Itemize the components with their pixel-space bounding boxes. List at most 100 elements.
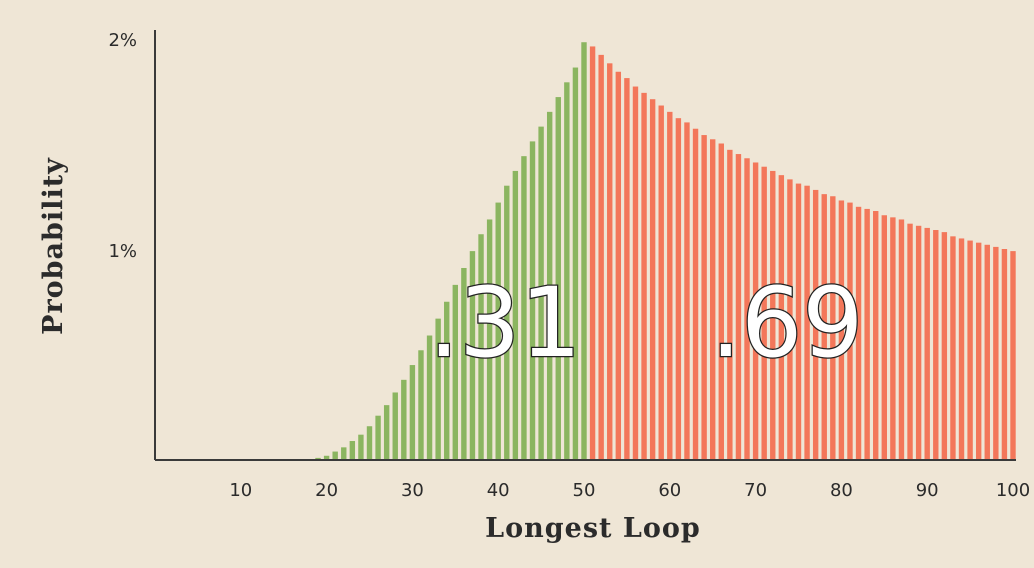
bar-62	[684, 122, 690, 461]
bar-94	[958, 238, 965, 460]
bar-84	[873, 211, 879, 460]
bar-24	[358, 434, 364, 460]
bar-53	[607, 63, 613, 460]
x-tick-label: 20	[315, 480, 338, 501]
bar-95	[967, 240, 973, 460]
bar-50	[581, 42, 587, 460]
axes-group	[154, 30, 1016, 461]
bar-81	[847, 202, 853, 460]
x-axis-label: Longest Loop	[485, 513, 701, 544]
bar-86	[890, 217, 896, 460]
bar-85	[881, 215, 887, 460]
x-tick-label: 90	[916, 480, 939, 501]
x-ticks-group: 10 20 30 40 50 60 70 80 90 100	[229, 480, 1030, 501]
bar-31	[418, 350, 424, 460]
bar-78	[821, 194, 827, 460]
x-tick-label: 100	[996, 480, 1030, 501]
bar-57	[641, 92, 647, 461]
bar-65	[710, 139, 716, 460]
bar-21	[332, 451, 338, 460]
bar-70	[752, 162, 759, 461]
bar-29	[401, 379, 407, 460]
bar-79	[830, 196, 836, 460]
bar-22	[341, 447, 347, 460]
bar-67	[727, 149, 733, 460]
bar-89	[915, 225, 922, 460]
bar-42	[512, 170, 519, 460]
bar-27	[383, 405, 390, 460]
bar-26	[375, 415, 381, 460]
bar-36	[461, 267, 467, 460]
bar-93	[950, 236, 956, 460]
bars-group	[315, 42, 1016, 461]
bar-48	[564, 82, 570, 460]
y-tick-label: 1%	[108, 241, 137, 262]
bar-37	[469, 251, 476, 460]
bar-49	[572, 67, 579, 460]
annotation-left-total: .31	[429, 267, 582, 379]
bar-59	[658, 105, 664, 461]
bar-63	[692, 128, 699, 461]
x-tick-label: 80	[830, 480, 853, 501]
bar-45	[538, 126, 544, 461]
bar-43	[521, 156, 527, 460]
y-ticks-group: 1% 2%	[108, 30, 137, 262]
bar-55	[624, 78, 630, 460]
bar-83	[864, 208, 870, 460]
x-tick-label: 40	[487, 480, 510, 501]
x-tick-label: 60	[658, 480, 681, 501]
bar-92	[941, 232, 948, 460]
bar-87	[898, 219, 905, 460]
bar-73	[778, 175, 785, 460]
bar-66	[718, 143, 724, 460]
bar-88	[907, 223, 913, 460]
bar-76	[804, 185, 810, 460]
bar-98	[993, 246, 999, 460]
x-tick-label: 70	[744, 480, 767, 501]
bar-46	[546, 111, 553, 460]
y-tick-label: 2%	[108, 30, 137, 51]
y-axis-label: Probability	[38, 157, 69, 335]
bar-80	[838, 200, 845, 460]
bar-74	[787, 179, 793, 460]
bar-51	[589, 46, 596, 460]
bar-75	[795, 183, 802, 460]
x-tick-label: 30	[401, 480, 424, 501]
bar-41	[504, 185, 510, 460]
bar-90	[924, 227, 930, 460]
bar-69	[744, 158, 750, 460]
bar-64	[701, 135, 707, 460]
bar-56	[632, 86, 639, 460]
bar-61	[675, 118, 682, 461]
bar-47	[555, 97, 561, 460]
bar-71	[761, 166, 767, 460]
bar-35	[452, 284, 458, 460]
bar-100	[1010, 251, 1016, 460]
bar-82	[855, 206, 862, 460]
bar-54	[615, 71, 622, 460]
bar-19	[315, 457, 321, 460]
annotation-right-total: .69	[711, 267, 864, 379]
bar-30	[409, 365, 416, 460]
bar-20	[323, 455, 330, 460]
bar-68	[735, 154, 742, 461]
bar-52	[598, 54, 604, 460]
bar-97	[984, 244, 990, 460]
bar-39	[486, 219, 493, 460]
bar-25	[366, 426, 373, 460]
bar-40	[495, 202, 501, 460]
bar-38	[478, 234, 484, 460]
bar-32	[426, 335, 433, 460]
bar-60	[667, 111, 673, 460]
bar-91	[933, 230, 939, 460]
x-tick-label: 50	[573, 480, 596, 501]
bar-58	[649, 99, 656, 460]
bar-23	[349, 441, 356, 460]
bar-72	[770, 170, 776, 460]
bar-44	[529, 141, 536, 460]
bar-28	[392, 392, 398, 460]
x-tick-label: 10	[229, 480, 252, 501]
bar-34	[444, 301, 450, 460]
